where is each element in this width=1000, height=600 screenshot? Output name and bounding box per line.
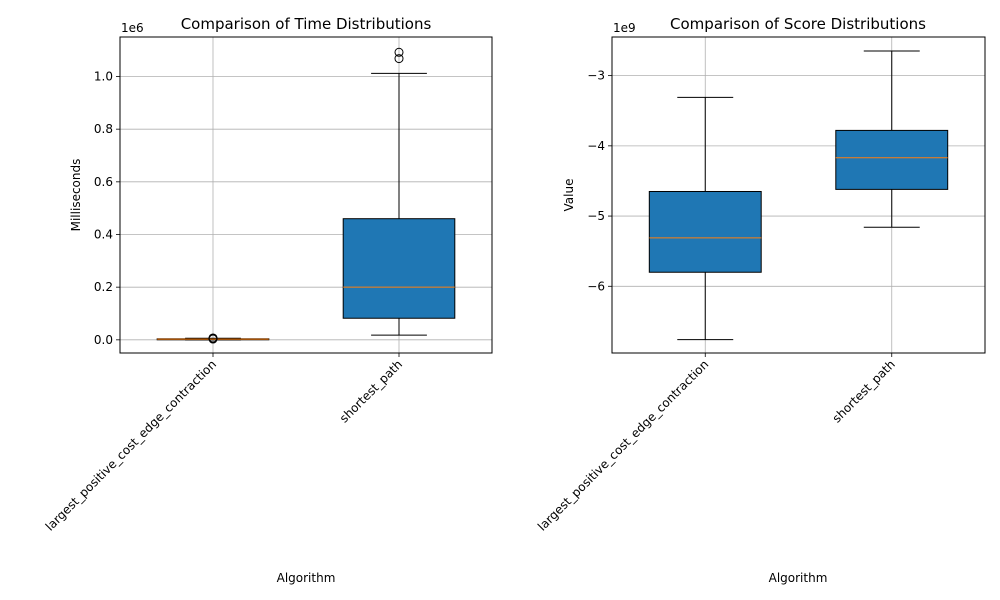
y-axis-label: Value (562, 179, 576, 212)
y-tick-label: 1.0 (94, 70, 113, 84)
box-body (342, 218, 456, 319)
time-distribution-chart: Comparison of Time Distributions 1e6 Mil… (43, 15, 493, 585)
y-tick-label: 0.0 (94, 333, 113, 347)
x-tick-label: largest_positive_cost_edge_contraction (535, 357, 711, 533)
y-tick-label: −5 (587, 209, 605, 223)
score-distribution-chart: Comparison of Score Distributions 1e9 Va… (535, 15, 986, 585)
y-tick-label: 0.2 (94, 280, 113, 294)
box-shortest_path (342, 47, 456, 336)
outlier-point (394, 47, 404, 57)
plot-frame (119, 36, 493, 354)
box-largest_positive_cost_edge_contraction (648, 96, 762, 341)
x-tick-label: largest_positive_cost_edge_contraction (43, 357, 219, 533)
x-tick-label: shortest_path (337, 357, 405, 425)
y-tick-label: 0.8 (94, 122, 113, 136)
y-tick-label: 0.4 (94, 228, 113, 242)
y-tick-label: −4 (587, 139, 605, 153)
y-scale-label: 1e9 (613, 21, 636, 35)
y-tick-label: −6 (587, 279, 605, 293)
y-axis-label: Milliseconds (69, 159, 83, 232)
x-axis-label: Algorithm (277, 571, 336, 585)
y-tick-label: 0.6 (94, 175, 113, 189)
box-largest_positive_cost_edge_contraction (156, 333, 270, 344)
plot-frame (611, 36, 986, 354)
chart-title: Comparison of Time Distributions (181, 15, 432, 33)
y-scale-label: 1e6 (121, 21, 144, 35)
x-axis-label: Algorithm (769, 571, 828, 585)
box-body (648, 190, 762, 273)
chart-title: Comparison of Score Distributions (670, 15, 926, 33)
box-shortest_path (835, 50, 949, 228)
box-body (835, 129, 949, 190)
y-tick-label: −3 (587, 69, 605, 83)
x-tick-label: shortest_path (830, 357, 898, 425)
outlier-point (394, 54, 404, 64)
outlier-point (208, 333, 218, 343)
